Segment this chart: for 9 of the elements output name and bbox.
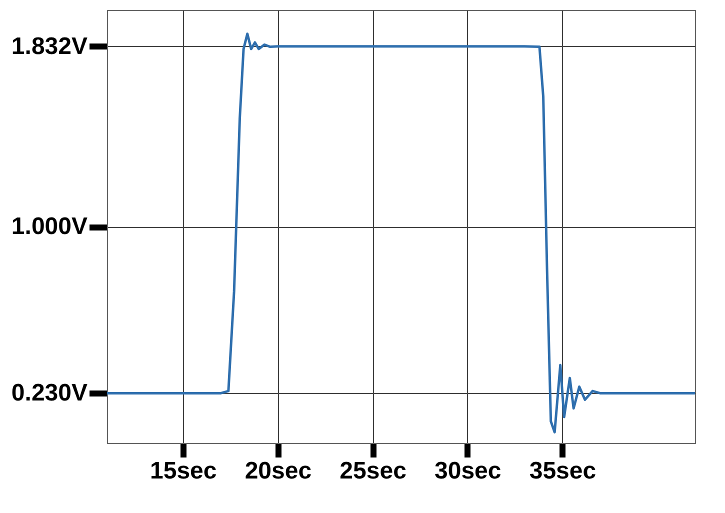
x-tick-label: 20sec xyxy=(244,458,312,484)
x-tick-label: 30sec xyxy=(434,458,502,484)
x-tick-label: 35sec xyxy=(529,458,596,484)
y-tick-label: 0.230V xyxy=(11,380,88,407)
x-tick-label: 15sec xyxy=(150,458,217,484)
y-tick-label: 1.832V xyxy=(11,32,88,60)
y-tick-label: 1.000V xyxy=(11,213,88,240)
x-tick-label: 25sec xyxy=(340,458,406,484)
line-series xyxy=(107,32,695,434)
